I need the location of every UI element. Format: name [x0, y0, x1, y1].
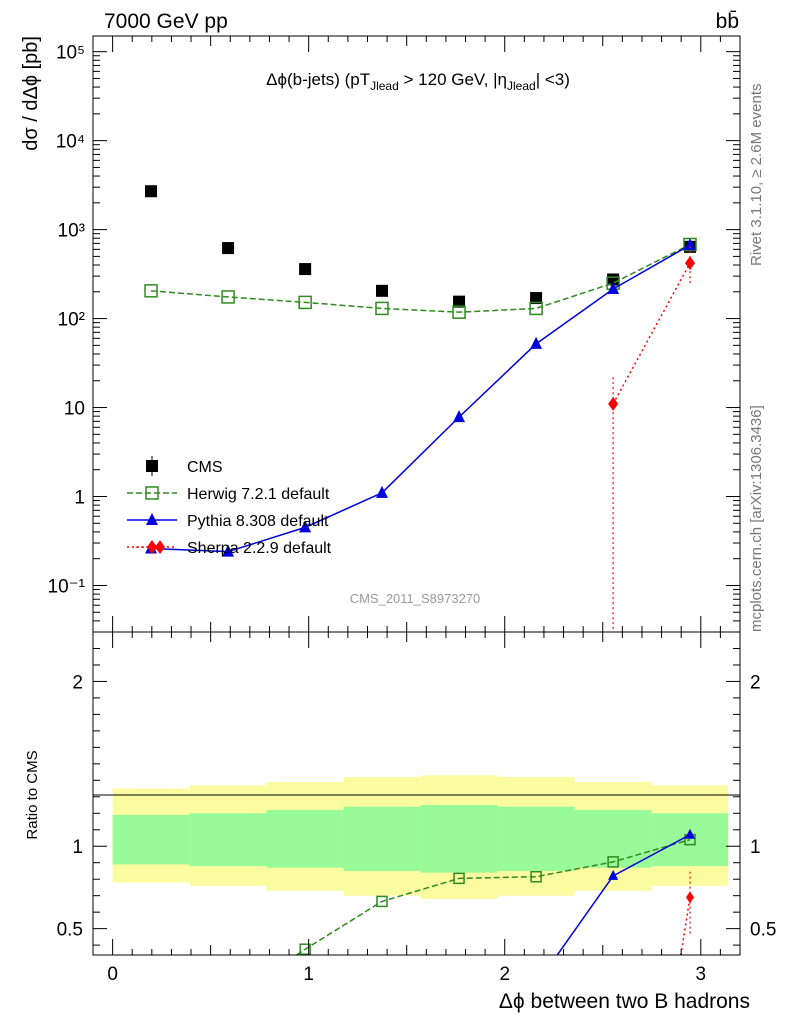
- sherpa-point: [608, 396, 619, 411]
- pythia-point: [299, 520, 312, 533]
- sherpa-point: [686, 891, 695, 904]
- legend: CMS Herwig 7.2.1 default Pythia 8.308 defa…: [127, 456, 332, 557]
- herwig-point: [298, 295, 312, 310]
- y-tick-label-right: 0.5: [750, 920, 776, 941]
- y-tick-label: 10²: [58, 310, 85, 331]
- process-label: bb̄: [716, 10, 739, 33]
- pythia-point: [685, 828, 696, 839]
- herwig-point: [299, 943, 311, 955]
- band-inner: [574, 809, 652, 868]
- legend-label: Pythia 8.308 default: [187, 513, 329, 530]
- series-line: [151, 244, 691, 553]
- herwig-point: [607, 856, 619, 868]
- herwig-point: [144, 284, 158, 298]
- y-tick-label: 1: [72, 837, 83, 858]
- band-inner: [420, 805, 498, 873]
- band-inner: [266, 809, 344, 868]
- pythia-point: [530, 336, 543, 349]
- cms-point: [530, 292, 543, 305]
- series-line: [295, 838, 691, 955]
- title-text: Δϕ(b-jets) (pT: [266, 70, 370, 89]
- title-subscript: Jlead: [507, 79, 536, 93]
- ratio-plot: 0 1 2 3 0.5 0.5 1 1 2 2 Ratio to CMS Δϕ between t…: [24, 631, 776, 1013]
- band-inner: [497, 806, 575, 871]
- pythia-point: [684, 238, 697, 251]
- herwig-point: [375, 301, 389, 316]
- title-subscript: Jlead: [370, 79, 399, 93]
- pythia-point: [375, 485, 388, 498]
- main-axis-ticks: 10⁻¹ 1 10 10² 10³ 10⁴ 10⁵: [48, 36, 740, 633]
- ratio-axis-ticks: 0 1 2 3 0.5 0.5 1 1 2 2: [57, 632, 776, 985]
- y-tick-label: 10⁻¹: [48, 576, 86, 597]
- legend-label: Herwig 7.2.1 default: [187, 486, 330, 503]
- title-text: > 120 GeV, |η: [399, 70, 507, 89]
- herwig-point: [221, 290, 235, 304]
- x-tick-label: 0: [107, 964, 118, 985]
- main-series: [136, 185, 697, 632]
- y-tick-label-right: 2: [750, 672, 761, 693]
- y-tick-label: 1: [74, 488, 85, 509]
- cms-point: [146, 460, 158, 472]
- uncertainty-band: [112, 775, 729, 899]
- herwig-point: [145, 486, 159, 500]
- sherpa-point: [147, 540, 157, 554]
- ratio-y-axis-label: Ratio to CMS: [24, 750, 41, 839]
- ratio-series: [295, 828, 696, 955]
- energy-label: 7000 GeV pp: [104, 10, 228, 33]
- sherpa-point: [685, 256, 696, 271]
- band-inner: [189, 813, 267, 867]
- cms-point: [453, 295, 466, 308]
- main-plot: 10⁻¹ 1 10 10² 10³ 10⁴ 10⁵ Δϕ(b-jets) (pTJlead …: [20, 35, 741, 633]
- watermark: CMS_2011_S8973270: [350, 591, 481, 606]
- herwig-point: [376, 895, 388, 908]
- band-inner: [343, 806, 421, 871]
- pythia-point: [608, 869, 619, 880]
- sherpa-point: [155, 540, 166, 555]
- y-tick-label: 2: [72, 672, 83, 693]
- series-line: [150, 243, 691, 313]
- y-tick-label: 0.5: [57, 920, 83, 941]
- pythia-point: [146, 513, 158, 525]
- ratio-frame: [92, 631, 741, 956]
- x-tick-label: 3: [695, 964, 706, 985]
- legend-label: Sherpa 2.2.9 default: [187, 540, 332, 557]
- x-axis-label: Δϕ between two B hadrons: [499, 990, 750, 1013]
- y-tick-label: 10: [64, 399, 85, 420]
- herwig-point: [530, 870, 542, 883]
- cms-point: [222, 242, 235, 255]
- pythia-point: [222, 544, 235, 557]
- herwig-point: [452, 305, 466, 319]
- y-axis-label: dσ / dΔϕ [pb]: [20, 36, 42, 151]
- band-inner: [112, 814, 190, 865]
- title-text: | <3): [536, 70, 570, 89]
- herwig-point: [453, 872, 465, 885]
- series-line: [612, 262, 691, 405]
- cms-point: [145, 185, 158, 198]
- rivet-label: Rivet 3.1.10, ≥ 2.6M events: [748, 84, 765, 267]
- x-tick-label: 2: [499, 964, 510, 985]
- y-tick-label: 10³: [58, 221, 85, 242]
- pythia-point: [607, 281, 620, 294]
- pythia-point: [453, 410, 466, 423]
- y-tick-label: 10⁴: [56, 132, 85, 153]
- cms-point: [299, 263, 312, 276]
- herwig-point: [529, 301, 543, 316]
- legend-label: CMS: [187, 459, 223, 476]
- y-tick-label: 10⁵: [56, 43, 85, 64]
- y-tick-label-right: 1: [750, 837, 761, 858]
- chart-title: Δϕ(b-jets) (pTJlead > 120 GeV, |ηJlead| …: [266, 70, 570, 93]
- mcplots-label: mcplots.cern.ch [arXiv:1306.3436]: [748, 405, 765, 632]
- cms-point: [375, 284, 388, 297]
- x-tick-label: 1: [303, 964, 314, 985]
